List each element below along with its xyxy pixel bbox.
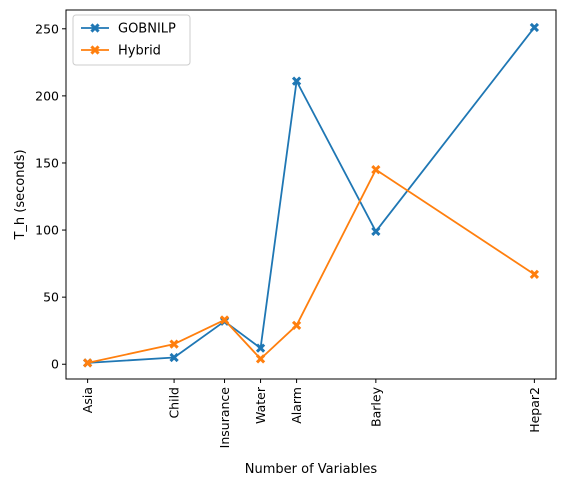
y-tick-label: 200: [35, 88, 59, 103]
data-point-hybrid-barley: [371, 165, 381, 175]
data-point-gobnilp-hepar2: [529, 22, 540, 33]
data-point-hybrid-asia: [82, 358, 93, 368]
x-tick-label: Asia: [80, 387, 95, 413]
axes-frame: [65, 9, 557, 380]
y-tick-label: 50: [43, 290, 59, 305]
series-gobnilp: [82, 22, 540, 368]
legend-marker: [90, 23, 100, 33]
legend-marker: [90, 45, 100, 55]
data-point-hybrid-water: [255, 354, 266, 364]
y-tick-label: 150: [35, 155, 59, 170]
x-tick-label: Alarm: [289, 387, 304, 424]
data-point-gobnilp-water: [255, 343, 266, 353]
data-point-gobnilp-alarm: [291, 76, 302, 86]
y-axis-label: T_h (seconds): [13, 149, 28, 240]
data-point-hybrid-child: [169, 339, 179, 349]
legend: GOBNILP Hybrid: [72, 14, 191, 66]
legend-item-gobnilp: GOBNILP: [81, 22, 176, 37]
legend-label: GOBNILP: [118, 22, 176, 37]
x-tick-label: Child: [167, 387, 182, 419]
y-tick-label: 0: [51, 357, 59, 372]
data-point-hybrid-insurance: [219, 315, 230, 325]
axes-layer: 0 50 100 150 200 250 Asia Child Insurance Water Al…: [35, 9, 557, 449]
x-tick-label: Hepar2: [527, 387, 542, 433]
x-axis-label: Number of Variables: [245, 462, 378, 477]
data-point-gobnilp-child: [169, 352, 179, 363]
x-tick-label: Barley: [368, 386, 383, 427]
legend-item-hybrid: Hybrid: [81, 44, 161, 59]
series-layer: [82, 22, 540, 368]
legend-label: Hybrid: [118, 44, 161, 59]
x-tick-label: Water: [253, 386, 268, 424]
y-tick-label: 100: [35, 223, 59, 238]
series-line-gobnilp: [87, 26, 536, 364]
data-point-hybrid-hepar2: [529, 269, 540, 279]
x-tick-label: Insurance: [217, 387, 232, 449]
y-tick-label: 250: [35, 21, 59, 36]
series-line-hybrid: [87, 168, 535, 364]
series-hybrid: [82, 165, 540, 368]
data-point-hybrid-alarm: [291, 320, 302, 330]
data-point-gobnilp-barley: [371, 226, 381, 237]
